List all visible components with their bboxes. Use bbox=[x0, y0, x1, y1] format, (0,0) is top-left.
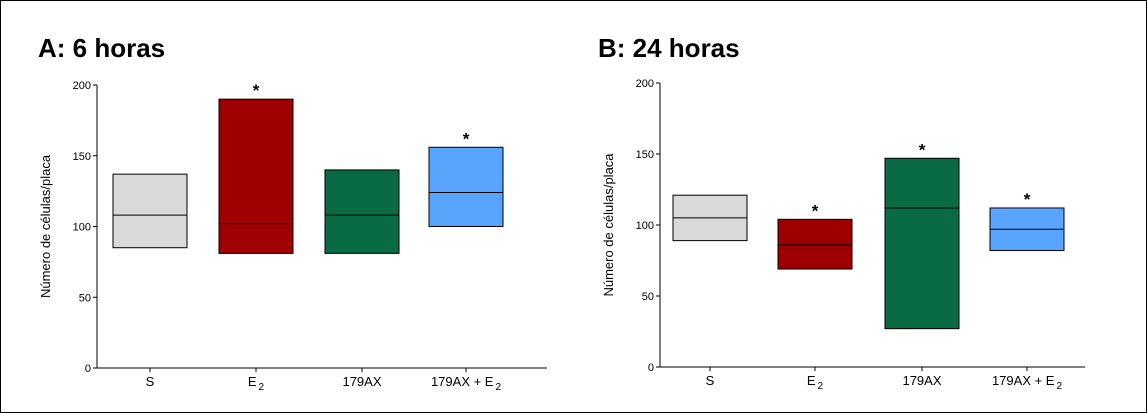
y-tick-label: 0 bbox=[85, 363, 91, 375]
y-tick-label: 100 bbox=[636, 220, 654, 232]
y-tick-label: 100 bbox=[73, 222, 91, 234]
box-3 bbox=[324, 169, 400, 254]
y-tick-label: 50 bbox=[79, 292, 91, 304]
x-tick-label: S bbox=[706, 373, 715, 388]
significance-marker: * bbox=[812, 201, 819, 220]
significance-marker: * bbox=[919, 140, 926, 159]
y-tick-label: 150 bbox=[636, 149, 654, 161]
y-axis-label: Número de células/placa bbox=[601, 153, 616, 297]
chart-panel-2: B: 24 horas Número de células/placa 0 50 100… bbox=[598, 33, 1085, 392]
y-tick-label: 200 bbox=[73, 80, 91, 92]
chart-panel-1: A: 6 horas Número de células/placa 0 50 100 1… bbox=[38, 33, 547, 393]
x-tick-label: 179AX bbox=[902, 373, 941, 388]
box-2 bbox=[218, 98, 294, 254]
box-4 bbox=[428, 146, 504, 227]
box-3 bbox=[884, 157, 960, 330]
y-tick-label: 0 bbox=[648, 362, 654, 374]
x-tick-label: 179AX bbox=[342, 374, 381, 389]
box-2 bbox=[777, 218, 853, 270]
chart-title: B: 24 horas bbox=[598, 33, 740, 63]
significance-marker: * bbox=[1024, 190, 1031, 209]
y-tick-label: 150 bbox=[73, 151, 91, 163]
chart-title: A: 6 horas bbox=[38, 33, 165, 63]
y-tick-label: 50 bbox=[642, 291, 654, 303]
significance-marker: * bbox=[463, 129, 470, 148]
significance-marker: * bbox=[253, 81, 260, 100]
y-axis-label: Número de células/placa bbox=[38, 154, 53, 298]
x-tick-label: S bbox=[146, 374, 155, 389]
y-tick-label: 200 bbox=[636, 78, 654, 90]
box-1 bbox=[112, 173, 188, 249]
